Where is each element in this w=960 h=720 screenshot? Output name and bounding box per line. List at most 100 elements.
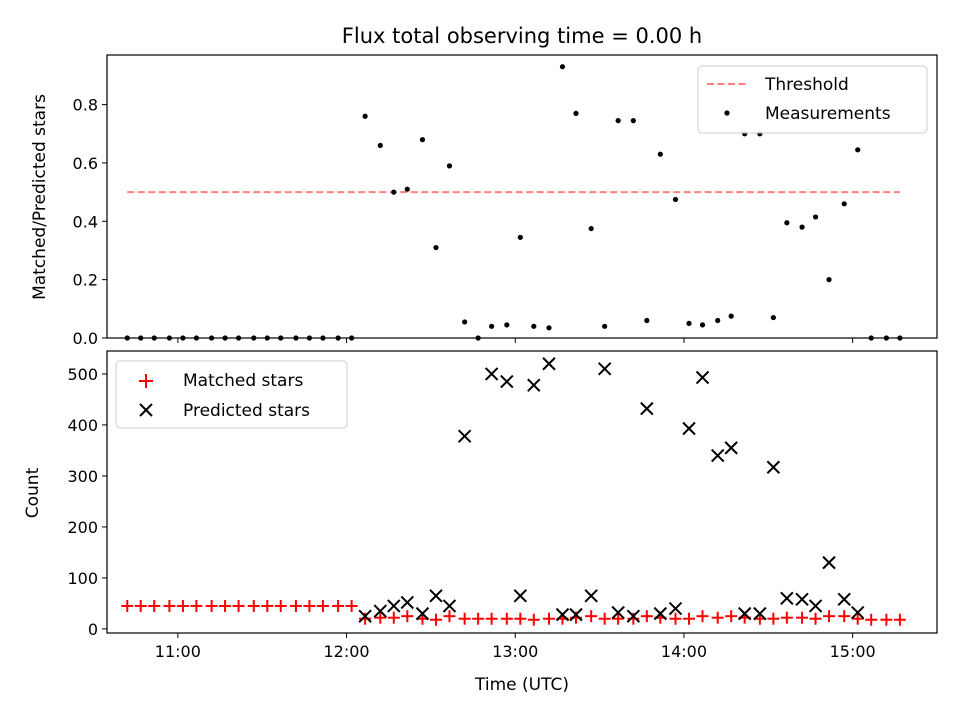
x-tick-label: 12:00 bbox=[323, 642, 369, 661]
matched-star-point bbox=[205, 599, 218, 612]
predicted-star-point bbox=[695, 370, 710, 385]
matched-star-point bbox=[219, 599, 232, 612]
matched-star-point bbox=[809, 612, 822, 625]
predicted-star-point bbox=[569, 607, 583, 622]
matched-star-point bbox=[148, 599, 161, 612]
bottom-plot-area: 11:00 12:00 13:00 14:00 15:00 0 100 200 300 400 50… bbox=[67, 357, 906, 661]
matched-star-point bbox=[696, 610, 709, 623]
measurement-point bbox=[462, 319, 468, 325]
measurement-point bbox=[419, 137, 426, 143]
predicted-star-point bbox=[780, 591, 794, 606]
predicted-star-point bbox=[415, 606, 430, 621]
measurement-point bbox=[841, 201, 847, 207]
x-tick-label: 14:00 bbox=[661, 642, 707, 661]
matched-star-point bbox=[121, 599, 134, 612]
measurement-point bbox=[546, 325, 552, 331]
predicted-star-point bbox=[457, 429, 472, 443]
legend-threshold-label: Threshold bbox=[764, 75, 849, 95]
bottom-panel: 11:00 12:00 13:00 14:00 15:00 0 100 200 300 400 50… bbox=[23, 350, 938, 695]
top-y-tick-label: 0.8 bbox=[73, 96, 98, 115]
legend-predicted-label: Predicted stars bbox=[183, 401, 310, 421]
predicted-star-point bbox=[668, 601, 683, 616]
x-tick-label: 13:00 bbox=[492, 642, 538, 661]
measurement-point bbox=[672, 196, 679, 203]
measurement-point bbox=[715, 317, 721, 324]
matched-star-point bbox=[163, 599, 176, 612]
measurement-point bbox=[812, 214, 819, 220]
matched-star-point bbox=[472, 612, 485, 625]
predicted-star-point bbox=[597, 362, 612, 376]
top-y-tick-label: 0.6 bbox=[73, 154, 98, 173]
measurement-point bbox=[784, 220, 790, 226]
matched-star-point bbox=[542, 612, 555, 625]
matched-star-point bbox=[893, 613, 906, 626]
bottom-y-axis-label: Count bbox=[23, 467, 43, 518]
matched-star-point bbox=[485, 612, 498, 625]
matched-star-point bbox=[851, 612, 864, 625]
matched-star-point bbox=[443, 610, 456, 623]
measurement-point bbox=[602, 323, 608, 329]
predicted-star-point bbox=[710, 448, 725, 463]
predicted-star-point bbox=[429, 589, 443, 603]
matched-star-point bbox=[387, 611, 400, 624]
bottom-y-tick-label: 400 bbox=[67, 416, 98, 435]
top-y-tick-label: 0.0 bbox=[73, 329, 98, 348]
matched-star-point bbox=[598, 612, 611, 625]
measurement-point bbox=[362, 113, 368, 119]
measurement-point bbox=[531, 323, 537, 329]
measurement-point bbox=[644, 317, 650, 324]
legend-measurements-marker bbox=[724, 110, 730, 116]
predicted-star-point bbox=[584, 589, 598, 603]
predicted-star-point bbox=[484, 367, 499, 381]
predicted-star-point bbox=[400, 595, 414, 610]
top-y-tick-label: 0.4 bbox=[73, 212, 98, 231]
measurement-point bbox=[433, 244, 439, 251]
measurement-point bbox=[855, 147, 861, 153]
predicted-star-point bbox=[822, 555, 836, 570]
matched-star-point bbox=[683, 612, 696, 625]
matched-star-point bbox=[612, 612, 625, 625]
measurement-point bbox=[559, 64, 566, 70]
bottom-legend: Matched stars Predicted stars bbox=[115, 360, 348, 429]
matched-star-point bbox=[374, 611, 387, 624]
matched-star-point bbox=[796, 611, 809, 624]
matched-star-point bbox=[823, 610, 836, 623]
predicted-star-point bbox=[640, 401, 654, 416]
predicted-star-point bbox=[387, 599, 401, 613]
top-y-axis-label: Matched/Predicted stars bbox=[30, 94, 50, 300]
top-legend-box bbox=[697, 65, 928, 134]
top-plot-area: 0.0 0.2 0.4 0.6 0.8 bbox=[73, 64, 903, 348]
predicted-star-point bbox=[542, 357, 556, 371]
matched-star-point bbox=[429, 613, 442, 626]
bottom-y-tick-label: 100 bbox=[67, 569, 98, 588]
bottom-y-tick-label: 0 bbox=[88, 620, 98, 639]
measurement-point bbox=[377, 142, 383, 149]
bottom-legend-box bbox=[115, 360, 348, 429]
matched-star-point bbox=[640, 610, 653, 623]
legend-matched-marker bbox=[139, 374, 153, 388]
matched-star-point bbox=[274, 599, 287, 612]
matched-star-point bbox=[134, 599, 147, 612]
predicted-star-point bbox=[851, 605, 865, 620]
legend-measurements-label: Measurements bbox=[765, 104, 891, 124]
matched-star-point bbox=[316, 599, 329, 612]
matched-star-point bbox=[176, 599, 189, 612]
measurement-point bbox=[615, 118, 621, 124]
bottom-y-tick-label: 500 bbox=[67, 365, 98, 384]
predicted-star-point bbox=[653, 606, 668, 621]
bottom-y-tick-label: 200 bbox=[67, 518, 98, 537]
predicted-star-point bbox=[611, 605, 625, 620]
predicted-star-point bbox=[442, 599, 457, 613]
x-axis-label: Time (UTC) bbox=[474, 675, 569, 695]
matched-star-point bbox=[627, 612, 640, 625]
measurement-point bbox=[489, 323, 495, 329]
matched-star-point bbox=[514, 612, 527, 625]
legend-predicted-marker bbox=[139, 403, 153, 417]
predicted-star-point bbox=[795, 592, 809, 607]
measurement-point bbox=[446, 163, 453, 169]
predicted-star-point bbox=[500, 374, 514, 389]
measurement-point bbox=[728, 313, 734, 319]
matched-star-point bbox=[303, 599, 316, 612]
x-tick-label: 11:00 bbox=[155, 642, 201, 661]
measurement-point bbox=[699, 322, 706, 328]
